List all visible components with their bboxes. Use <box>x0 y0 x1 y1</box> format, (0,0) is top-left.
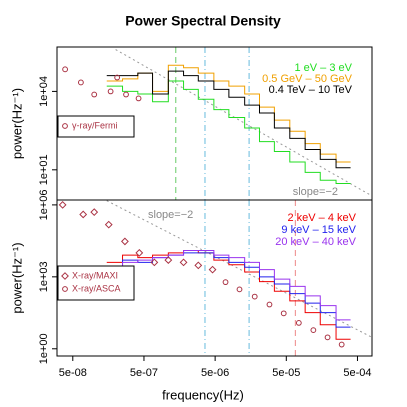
x-axis-label: frequency(Hz) <box>162 387 244 402</box>
reference-label: slope=−2 <box>293 186 338 198</box>
step-line <box>106 249 351 340</box>
point <box>114 74 121 81</box>
legend-box <box>57 265 135 301</box>
y-tick-label: 1e+03 <box>38 261 50 292</box>
step-line <box>106 252 351 328</box>
step-line <box>106 249 351 321</box>
legend-label: 0.4 TeV – 10 TeV <box>269 84 353 96</box>
legend-marker <box>61 272 69 280</box>
plot-area <box>62 47 372 200</box>
x-tick-label: 5e-04 <box>343 367 371 379</box>
reference-label: slope=−2 <box>148 209 193 221</box>
point <box>62 66 69 73</box>
point <box>135 95 142 102</box>
x-tick-label: 5e-06 <box>201 367 229 379</box>
legend-label: 20 keV – 40 keV <box>275 236 356 248</box>
point <box>135 248 144 257</box>
y-tick-label: 1e+01 <box>38 154 50 185</box>
point <box>179 258 188 267</box>
x-tick-label: 5e-08 <box>59 367 87 379</box>
plot-border <box>56 199 373 357</box>
point <box>164 256 173 264</box>
legend-label: 9 keV – 15 keV <box>281 224 356 236</box>
point <box>236 286 243 293</box>
legend-label: X-ray/ASCA <box>72 283 121 293</box>
point <box>251 293 258 300</box>
legend-label: γ-ray/Fermi <box>72 120 118 130</box>
point <box>121 237 129 246</box>
y-tick-label: 1e+00 <box>38 333 50 364</box>
plot-area <box>58 200 372 356</box>
point <box>58 200 67 209</box>
legend-label: X-ray/MAXI <box>72 270 118 280</box>
point <box>90 208 99 217</box>
x-tick-label: 5e-07 <box>130 367 158 379</box>
point <box>222 279 229 286</box>
point <box>338 341 345 348</box>
point <box>295 320 302 326</box>
point <box>208 265 217 274</box>
y-tick-label: 1e+04 <box>38 76 50 107</box>
legend-label: 1 eV – 3 eV <box>295 62 353 74</box>
point <box>150 258 159 267</box>
y-axis-label: power(Hz⁻¹) <box>9 88 24 159</box>
point <box>91 91 98 98</box>
point <box>324 334 331 341</box>
chart-title: Power Spectral Density <box>125 13 281 29</box>
point <box>77 79 84 86</box>
reference-line <box>115 49 372 197</box>
x-tick-label: 5e-05 <box>272 367 300 379</box>
step-line <box>106 80 351 184</box>
point <box>104 220 113 229</box>
point <box>280 310 287 317</box>
point <box>107 88 114 95</box>
point <box>194 261 203 270</box>
legend-box <box>57 115 135 138</box>
point <box>266 301 273 308</box>
legend-label: 0.5 GeV – 50 GeV <box>262 73 353 85</box>
legend-label: 2 keV – 4 keV <box>288 212 357 224</box>
y-axis-label: power(Hz⁻¹) <box>9 242 24 313</box>
step-line <box>106 70 351 169</box>
point <box>123 91 129 98</box>
point <box>310 327 317 334</box>
point <box>79 210 88 219</box>
legend-marker <box>62 286 68 292</box>
legend-marker <box>62 123 68 129</box>
y-tick-label: 1e+06 <box>38 189 50 220</box>
